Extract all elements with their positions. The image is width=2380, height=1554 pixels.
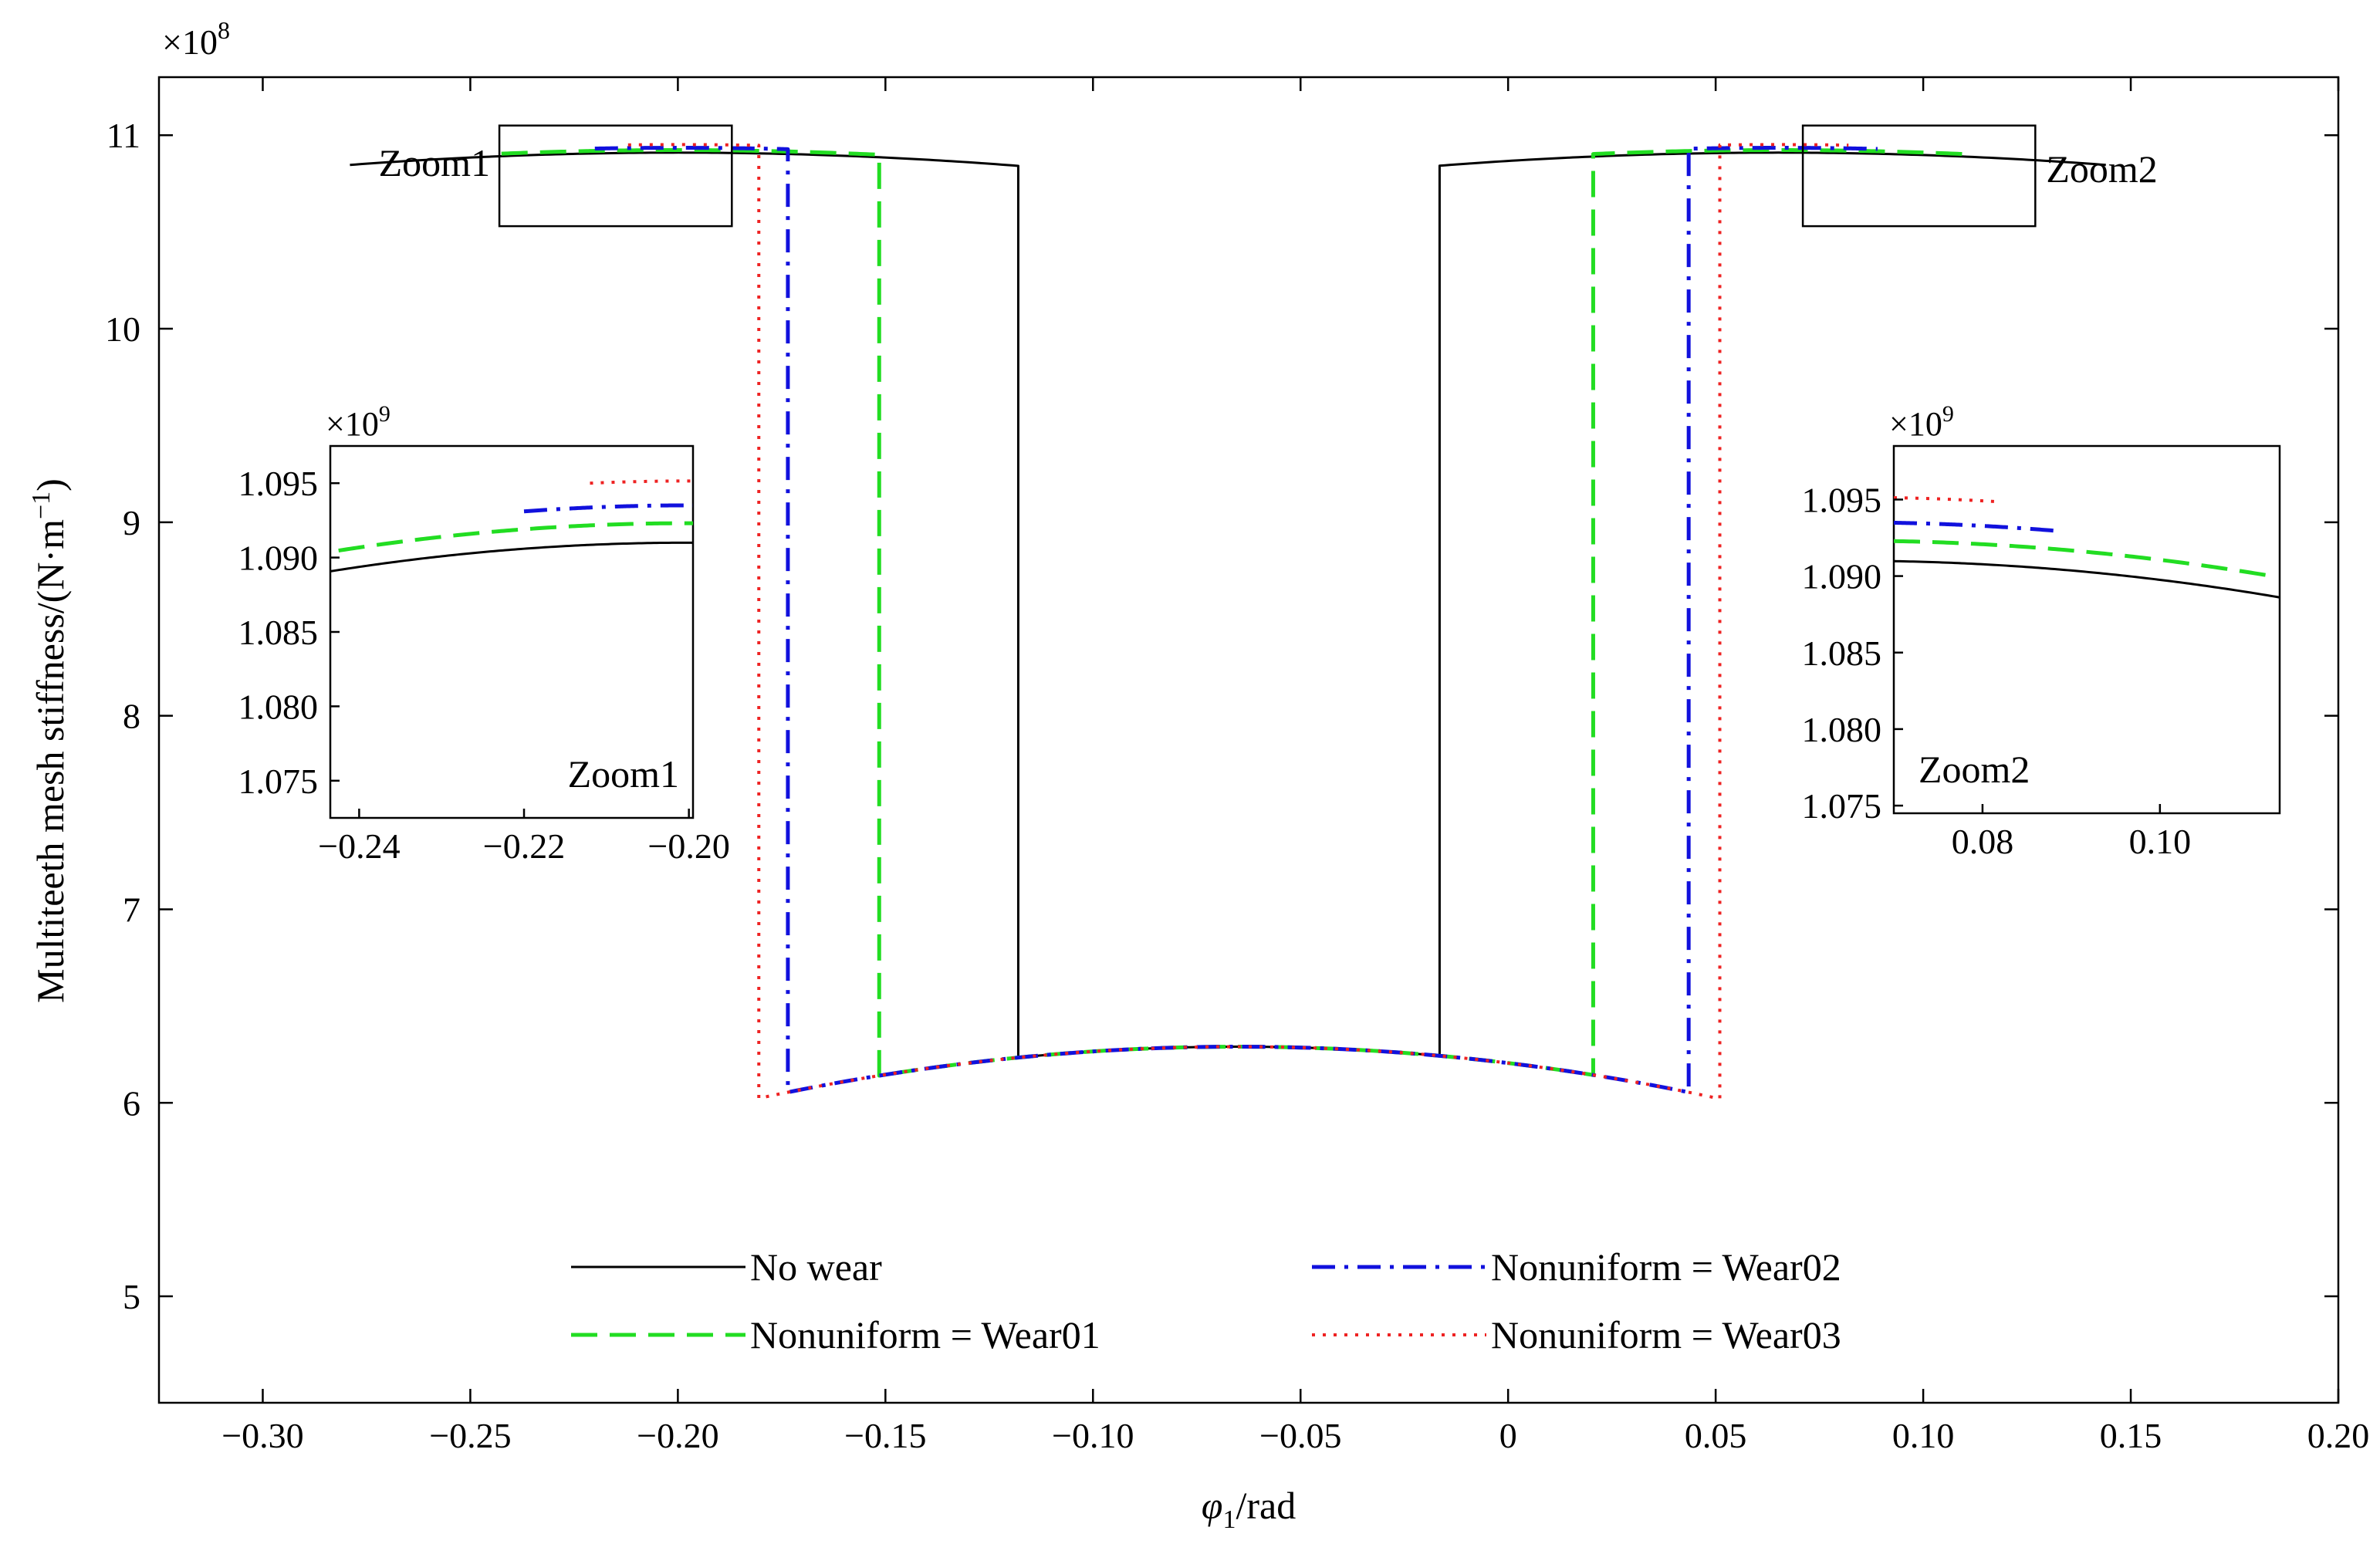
legend-label: No wear (750, 1245, 882, 1289)
y-tick-label: 5 (123, 1277, 140, 1316)
inset-y-tick-label: 1.080 (238, 687, 319, 726)
zoom-box-1 (498, 124, 733, 228)
legend: No wear Nonuniform = Wear02 Nonuniform = W… (571, 1245, 1841, 1356)
y-tick-label: 6 (123, 1083, 140, 1123)
main-plot-area: −0.30 −0.25 −0.20 −0.15 −0.10 −0.05 0 0.05 0.10 0… (105, 76, 2370, 1455)
inset-series-line-nonuniform-wear01 (338, 521, 693, 553)
x-tick-label: 0.10 (1892, 1416, 1955, 1455)
inset-y-exponent: ×109 (1889, 401, 1954, 443)
y-exponent: ×108 (162, 16, 230, 62)
inset-series-line-nonuniform-wear02 (523, 503, 693, 514)
inset-label: Zoom1 (568, 752, 679, 796)
x-tick-label: −0.15 (844, 1416, 926, 1455)
x-axis-label-var: φ (1202, 1484, 1223, 1527)
series-line-nonuniform-wear01 (501, 148, 1973, 1078)
x-tick-label: 0.20 (2307, 1416, 2370, 1455)
inset-y-exponent: ×109 (326, 401, 390, 443)
inset-series-line-nonuniform-wear01 (1894, 539, 2267, 577)
inset-series-line-no-wear (1894, 559, 2280, 599)
y-axis-label-text: Multiteeth mesh stiffness/(N·m (29, 519, 72, 1003)
y-tick-label: 8 (123, 697, 140, 736)
inset-y-tick-label: 1.090 (1802, 557, 1882, 596)
legend-label: Nonuniform = Wear01 (750, 1313, 1100, 1356)
legend-label: Nonuniform = Wear02 (1491, 1245, 1841, 1289)
x-axis-label-unit: /rad (1236, 1484, 1296, 1527)
x-tick-label: −0.30 (221, 1416, 303, 1455)
inset-y-tick-label: 1.090 (238, 539, 319, 578)
inset-x-tick-label: 0.10 (2129, 822, 2192, 861)
x-tick-label: −0.25 (429, 1416, 511, 1455)
inset-label: Zoom2 (1919, 748, 2030, 791)
inset-y-tick-label: 1.075 (1802, 786, 1882, 826)
y-exponent-base: ×10 (162, 22, 218, 62)
y-tick-label: 11 (106, 116, 140, 155)
series-line-nonuniform-wear02 (594, 146, 1878, 1095)
x-tick-label: −0.20 (637, 1416, 718, 1455)
inset-zoom1: −0.24 −0.22 −0.20 1.075 1.080 1.085 1.090 1.095… (238, 401, 730, 866)
inset-x-tick-label: 0.08 (1952, 822, 2014, 861)
x-tick-label: 0.15 (2100, 1416, 2162, 1455)
inset-frame (1892, 444, 2281, 815)
inset-y-tick-label: 1.085 (238, 613, 319, 652)
inset-series-line-nonuniform-wear02 (1894, 520, 2063, 534)
y-tick-label: 7 (123, 890, 140, 929)
y-tick-label: 10 (105, 309, 140, 349)
y-axis-label: Multiteeth mesh stiffness/(N·m−1) (27, 478, 72, 1003)
zoom-box-label-1: Zoom1 (379, 141, 490, 184)
y-exponent-power: 8 (218, 16, 230, 44)
x-axis-label: φ1/rad (1202, 1484, 1296, 1534)
inset-series-line-nonuniform-wear03 (1894, 496, 2001, 504)
inset-series-group (330, 479, 693, 573)
inset-y-tick-label: 1.080 (1802, 710, 1882, 749)
inset-y-tick-label: 1.085 (1802, 633, 1882, 673)
x-tick-label: 0.05 (1685, 1416, 1747, 1455)
y-tick-label: 9 (123, 503, 140, 542)
inset-series-group (1894, 496, 2280, 599)
y-axis-label-sup: −1 (27, 492, 56, 519)
inset-y-tick-label: 1.075 (238, 762, 319, 801)
inset-x-tick-label: −0.24 (318, 826, 400, 866)
inset-x-tick-label: −0.22 (483, 826, 565, 866)
plot-frame (157, 76, 2340, 1404)
inset-x-tick-label: −0.20 (647, 826, 729, 866)
x-tick-label: −0.05 (1259, 1416, 1341, 1455)
legend-label: Nonuniform = Wear03 (1491, 1313, 1841, 1356)
series-line-nonuniform-wear03 (627, 143, 1849, 1101)
inset-zoom2: 0.08 0.10 1.075 1.080 1.085 1.090 1.095×109 Zoo… (1802, 401, 2281, 861)
inset-series-line-no-wear (330, 541, 693, 573)
y-axis-label-close: ) (29, 478, 72, 492)
inset-y-tick-label: 1.095 (238, 464, 319, 503)
inset-y-tick-label: 1.095 (1802, 480, 1882, 519)
x-tick-label: −0.10 (1052, 1416, 1134, 1455)
x-axis-label-sub: 1 (1222, 1505, 1236, 1534)
zoom-box-2 (1801, 124, 2037, 228)
x-tick-label: 0 (1499, 1416, 1517, 1455)
zoom-box-label-2: Zoom2 (2046, 147, 2157, 191)
